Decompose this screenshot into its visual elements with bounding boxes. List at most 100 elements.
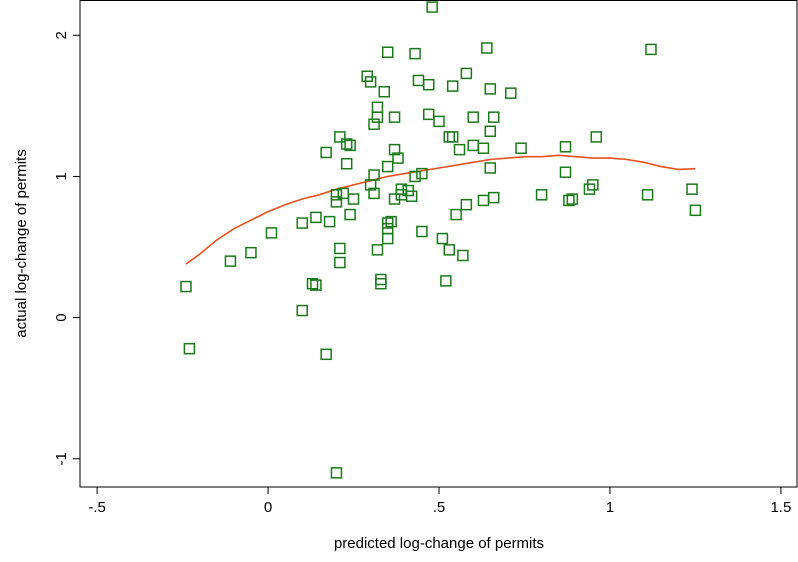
scatter-point [371,111,384,123]
scatter-point [245,246,257,259]
scatter-point [330,189,343,201]
scatter-point [381,160,394,173]
scatter-point [440,275,452,287]
x-tick-label: -.5 [88,499,106,516]
scatter-point [443,244,456,256]
scatter-point [375,277,387,290]
scatter-point [368,169,380,181]
scatter-point [368,118,380,130]
scatter-point [457,249,469,262]
y-tick-label: -1 [53,452,70,465]
y-axis-title: actual log-change of permits [13,149,30,337]
scatter-point [296,304,308,317]
scatter-point [433,115,445,128]
scatter-point [310,279,322,291]
scatter-point [590,131,603,143]
scatter-point [484,125,497,138]
scatter-point [446,131,459,143]
scatter-point [484,83,497,95]
fit-line-layer [185,154,696,265]
scatter-point [409,47,421,60]
scatter-point [422,108,435,121]
scatter-point [535,189,548,201]
x-axis-title: predicted log-change of permits [334,535,544,552]
x-tick-label: 1 [606,499,614,516]
scatter-point [641,189,654,201]
scatter-point [344,208,356,221]
scatter-point [340,157,353,170]
scatter-point [310,211,322,224]
scatter-point [686,183,698,195]
scatter-point [446,80,459,92]
scatter-point [559,141,572,153]
scatter-point [180,280,192,293]
scatter-point [378,86,391,98]
scatter-point [381,46,394,58]
scatter-point [320,348,332,361]
scatter-point [566,193,579,205]
scatter-point [368,187,380,200]
x-axis: -.5 0 .5 1 1.5 [88,487,791,516]
scatter-point [484,162,497,174]
scatter-point [340,138,353,150]
scatter-point [583,183,596,195]
scatter-point [505,87,517,99]
scatter-point [296,217,308,229]
scatter-point [224,255,237,267]
scatter-point [392,152,404,164]
scatter-point [364,76,377,88]
x-tick-label: .5 [433,499,446,516]
scatter-point [422,78,435,91]
scatter-point [453,143,466,156]
scatter-point [347,193,360,205]
x-tick-label: 1.5 [770,499,791,516]
scatter-point [334,242,346,255]
y-tick-label: 2 [53,31,70,39]
scatter-point [563,194,575,207]
scatter-point [306,277,319,290]
scatter-point [381,222,394,235]
scatter-point [405,190,418,202]
scatter-point [409,170,421,183]
scatter-point [487,111,500,123]
scatter-point [559,166,572,178]
scatter-point [689,204,702,217]
scatter-point [323,215,336,228]
scatter-point [183,342,196,355]
scatter-point [265,227,278,239]
scatter-point [388,143,401,156]
scatter-point [460,67,473,80]
scatter-point [330,196,343,208]
y-axis: -1 0 1 2 [53,31,80,465]
scatter-point [344,139,356,152]
scatter-point [385,215,397,228]
scatter-point [334,131,346,143]
scatter-point [320,146,332,159]
scatter-point [436,232,449,245]
scatter-points-layer [180,1,702,479]
scatter-point [487,191,500,204]
scatter-point [416,225,428,238]
scatter-point [467,111,479,123]
scatter-point [371,244,384,256]
scatter-point [388,193,401,205]
x-tick-label: 0 [264,499,272,516]
y-tick-label: 1 [53,172,70,180]
scatter-point [330,467,343,479]
scatter-point [450,208,462,221]
scatter-point [334,256,346,269]
y-tick-label: 0 [53,313,70,321]
scatter-point [477,142,490,154]
fit-line [185,154,696,265]
scatter-point [587,179,599,191]
scatter-point [426,1,438,13]
scatter-point [515,142,527,154]
scatter-point [645,43,657,56]
scatter-point [388,111,401,123]
scatter-point [481,42,493,54]
scatter-point [416,167,428,180]
scatter-point [395,183,408,195]
scatter-point [460,198,473,211]
